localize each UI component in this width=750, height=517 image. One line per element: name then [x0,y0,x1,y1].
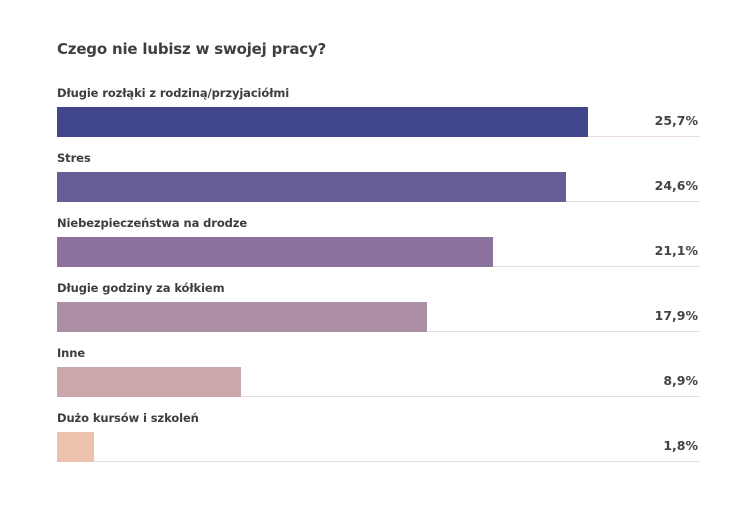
bar-label: Dużo kursów i szkoleń [57,411,199,425]
bar-row: Stres 24,6% [57,151,700,211]
bar-track [57,237,700,267]
bar [57,367,241,397]
bar-value-label: 8,9% [663,373,698,388]
bar-row: Długie godziny za kółkiem 17,9% [57,281,700,341]
bar-value-label: 21,1% [654,243,698,258]
bar-label: Inne [57,346,86,360]
bar [57,172,566,202]
bar-value-label: 1,8% [663,438,698,453]
chart-title: Czego nie lubisz w swojej pracy? [57,40,327,58]
bar-track [57,302,700,332]
bar-row: Dużo kursów i szkoleń 1,8% [57,411,700,471]
bar-track [57,107,700,137]
bar [57,302,427,332]
bar-row: Inne 8,9% [57,346,700,406]
bar-row: Niebezpieczeństwa na drodze 21,1% [57,216,700,276]
bar-value-label: 25,7% [654,113,698,128]
bar [57,237,493,267]
bar-label: Niebezpieczeństwa na drodze [57,216,248,230]
bar-row: Długie rozłąki z rodziną/przyjaciółmi 25,… [57,86,700,146]
bar-track [57,367,700,397]
bar-track [57,432,700,462]
bar-track [57,172,700,202]
bar [57,432,94,462]
bar-value-label: 17,9% [654,308,698,323]
bar-value-label: 24,6% [654,178,698,193]
bar [57,107,588,137]
bar-label: Długie rozłąki z rodziną/przyjaciółmi [57,86,290,100]
bar-label: Długie godziny za kółkiem [57,281,225,295]
bar-label: Stres [57,151,91,165]
